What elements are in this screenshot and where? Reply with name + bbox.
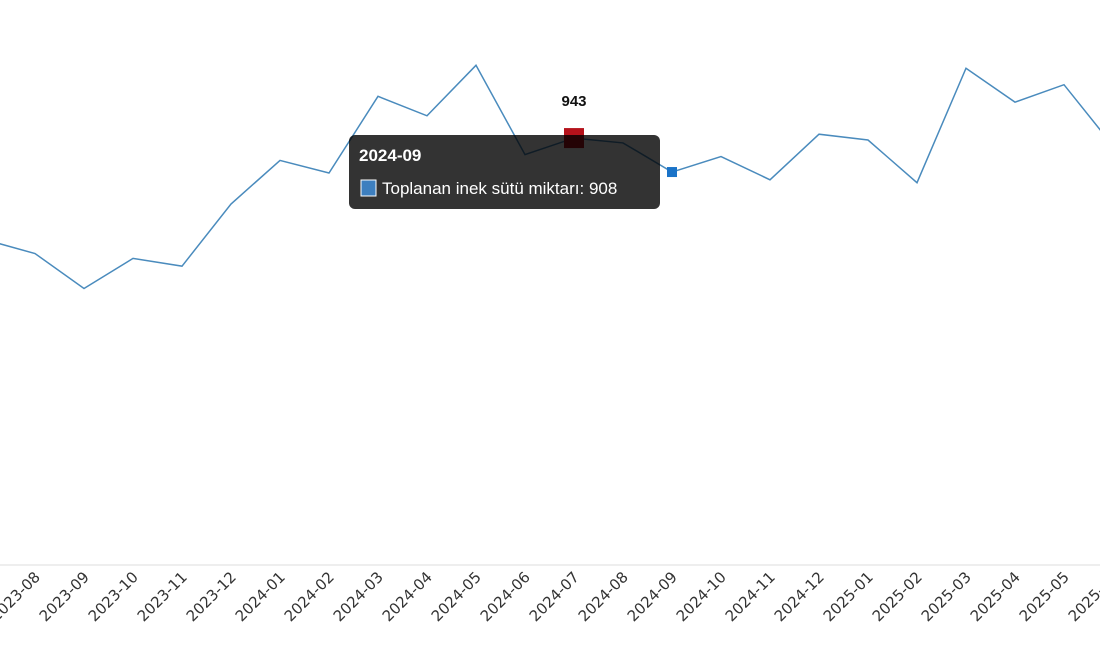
tooltip-title: 2024-09 bbox=[359, 146, 421, 165]
tooltip-text: Toplanan inek sütü miktarı: 908 bbox=[382, 179, 617, 198]
x-tick-label: 2025-05 bbox=[1016, 568, 1073, 625]
tooltip-swatch bbox=[360, 179, 377, 197]
x-tick-label: 2024-04 bbox=[379, 568, 436, 625]
hover-marker bbox=[667, 167, 677, 178]
x-tick-label: 2025-02 bbox=[869, 568, 926, 625]
x-tick-label: 2024-06 bbox=[477, 568, 534, 625]
x-tick-label: 2024-03 bbox=[330, 568, 387, 625]
x-tick-label: 2024-02 bbox=[281, 568, 338, 625]
x-tick-label: 2024-12 bbox=[771, 568, 828, 625]
x-tick-label: 2024-08 bbox=[575, 568, 632, 625]
data-label: 943 bbox=[561, 93, 586, 110]
tooltip: 2024-09 Toplanan inek sütü miktarı: 908 bbox=[349, 135, 660, 209]
x-tick-label: 2023-12 bbox=[183, 568, 240, 625]
x-tick-label: 2025-01 bbox=[820, 568, 877, 625]
tooltip-box bbox=[349, 135, 660, 209]
x-tick-label: 2023-10 bbox=[85, 568, 142, 625]
x-tick-label: 2024-01 bbox=[232, 568, 289, 625]
x-tick-label: 2025-04 bbox=[967, 568, 1024, 625]
x-tick-label: 2024-05 bbox=[428, 568, 485, 625]
x-tick-label: 2023-08 bbox=[0, 568, 44, 625]
x-tick-label: 2024-11 bbox=[722, 568, 779, 625]
x-tick-label: 2023-11 bbox=[134, 568, 191, 625]
x-tick-label: 2023-09 bbox=[36, 568, 93, 625]
x-tick-label: 2024-07 bbox=[526, 568, 583, 625]
x-tick-label: 2024-09 bbox=[624, 568, 681, 625]
x-tick-label: 2025-06 bbox=[1065, 568, 1100, 625]
x-tick-label: 2024-10 bbox=[673, 568, 730, 625]
x-tick-label: 2025-03 bbox=[918, 568, 975, 625]
